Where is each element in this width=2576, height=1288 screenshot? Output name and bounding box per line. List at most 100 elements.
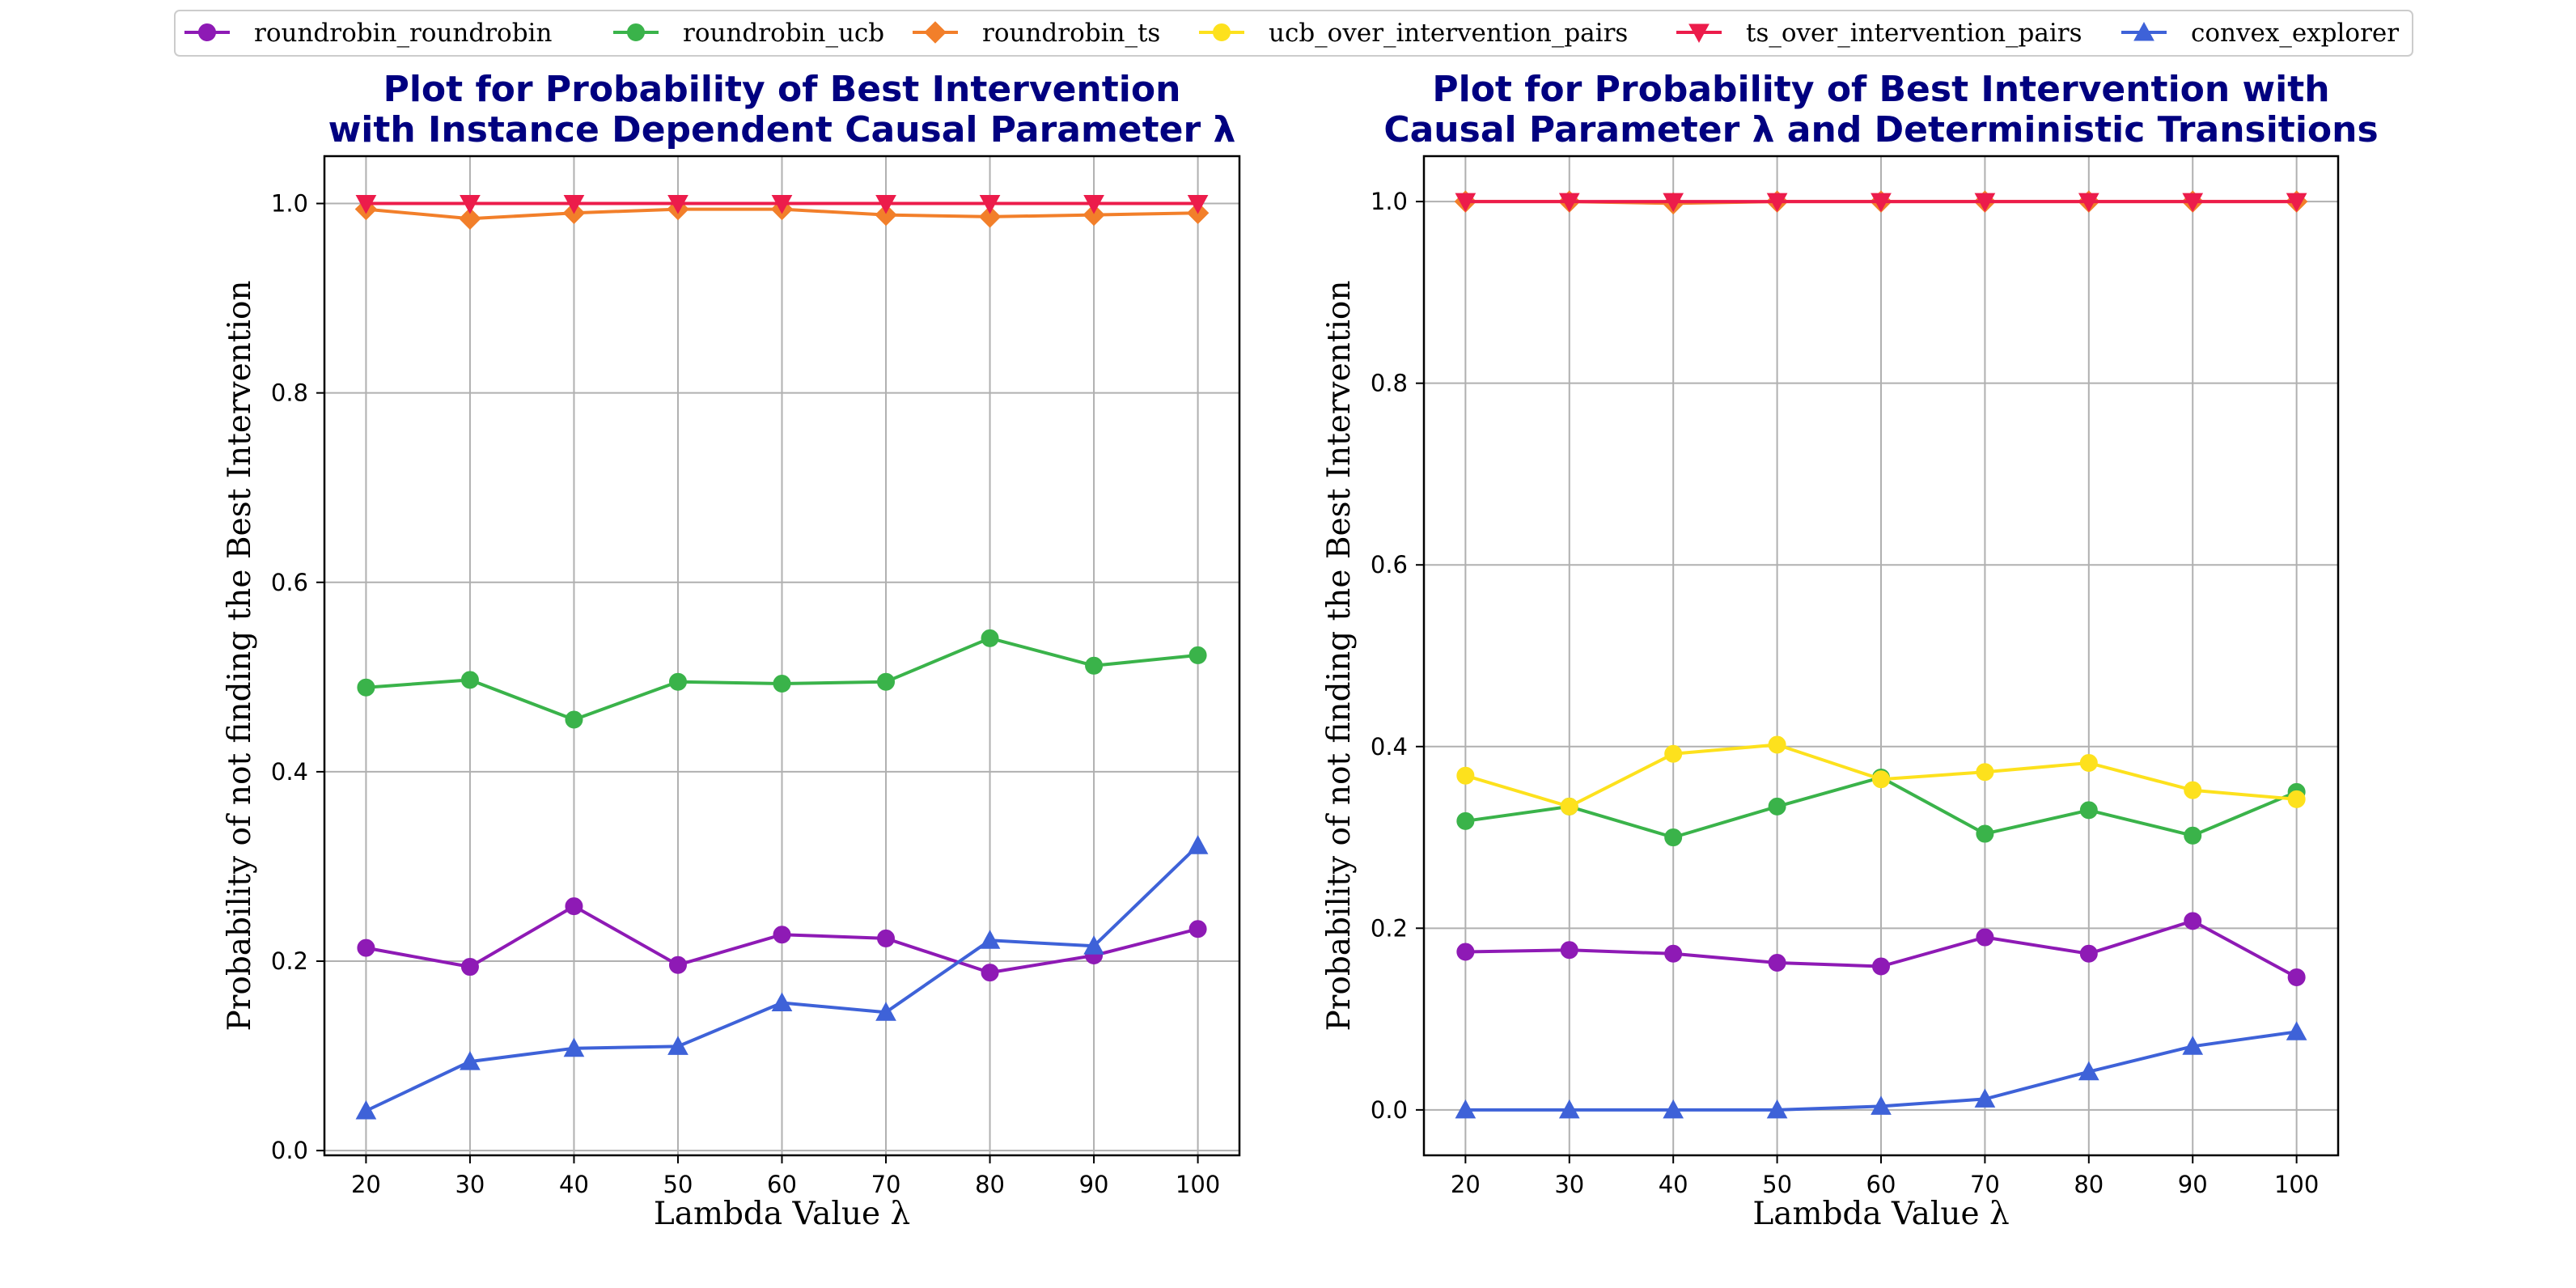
data-point xyxy=(2079,801,2098,820)
legend-item-roundrobin-roundrobin: roundrobin_roundrobin xyxy=(184,19,552,48)
data-point xyxy=(1456,766,1475,785)
data-point xyxy=(1664,944,1683,963)
data-point xyxy=(668,955,687,974)
data-point xyxy=(1663,1099,1684,1119)
data-point xyxy=(1974,193,1996,213)
series-roundrobin-roundrobin xyxy=(1456,912,2306,986)
legend-marker xyxy=(1688,23,1710,44)
legend-marker xyxy=(2133,21,2154,41)
data-point xyxy=(1455,193,1477,213)
data-point xyxy=(2184,912,2202,930)
series-ts-over-intervention-pairs xyxy=(355,195,1209,214)
data-point xyxy=(2079,944,2098,963)
data-point xyxy=(460,1051,481,1070)
legend-item-convex-explorer: convex_explorer xyxy=(2121,19,2399,48)
chart-title-line: Plot for Probability of Best Interventio… xyxy=(383,69,1181,110)
x-axis-label: Lambda Value λ xyxy=(1752,1196,2009,1232)
data-point xyxy=(2184,781,2202,799)
x-tick-label: 60 xyxy=(1866,1171,1896,1198)
series-roundrobin-ucb xyxy=(357,629,1207,729)
legend-label: ts_over_intervention_pairs xyxy=(1746,19,2082,48)
data-point xyxy=(2078,1061,2099,1081)
x-axis-label: Lambda Value λ xyxy=(654,1196,910,1232)
data-point xyxy=(773,926,791,944)
chart-title-line: with Instance Dependent Causal Parameter… xyxy=(328,109,1236,150)
legend-item-roundrobin-ts: roundrobin_ts xyxy=(913,19,1160,48)
data-point xyxy=(667,1036,688,1055)
legend-label: convex_explorer xyxy=(2191,19,2399,48)
x-tick-label: 30 xyxy=(455,1171,485,1198)
y-tick-label: 0.4 xyxy=(271,758,308,786)
legend-label: roundrobin_ucb xyxy=(683,19,884,48)
data-point xyxy=(875,1002,896,1021)
data-point xyxy=(1664,744,1683,763)
x-tick-label: 20 xyxy=(1451,1171,1481,1198)
data-point xyxy=(2078,193,2099,213)
legend: roundrobin_roundrobin roundrobin_ucb round… xyxy=(174,10,2413,57)
legend-item-ucb-over-intervention-pairs: ucb_over_intervention_pairs xyxy=(1199,19,1628,48)
data-point xyxy=(1083,195,1104,214)
legend-marker xyxy=(627,23,645,41)
data-point xyxy=(773,675,791,693)
data-point xyxy=(355,1099,377,1120)
x-tick-label: 50 xyxy=(663,1171,693,1198)
data-point xyxy=(981,629,999,647)
y-tick-label: 0.0 xyxy=(1371,1096,1408,1124)
y-tick-label: 0.2 xyxy=(1371,914,1408,942)
data-point xyxy=(2182,1036,2204,1055)
data-point xyxy=(981,964,999,982)
data-point xyxy=(1085,656,1104,675)
data-point xyxy=(771,992,793,1012)
legend-label: roundrobin_roundrobin xyxy=(254,19,552,48)
series-roundrobin-roundrobin xyxy=(357,897,1207,982)
data-point xyxy=(565,897,583,916)
data-point xyxy=(460,195,481,214)
data-point xyxy=(771,195,793,214)
x-tick-label: 30 xyxy=(1554,1171,1584,1198)
data-point xyxy=(979,195,1001,214)
chart-title-line: Plot for Probability of Best Interventio… xyxy=(1432,69,2329,110)
data-point xyxy=(877,929,896,947)
data-point xyxy=(1768,797,1786,816)
y-tick-label: 1.0 xyxy=(271,190,308,218)
data-point xyxy=(2287,968,2306,986)
series-convex-explorer xyxy=(355,835,1209,1120)
y-tick-label: 0.2 xyxy=(271,947,308,975)
y-axis-label: Probability of not finding the Best Inte… xyxy=(1321,280,1358,1031)
data-point xyxy=(1871,1095,1892,1115)
data-point xyxy=(1766,1099,1788,1119)
data-point xyxy=(1768,735,1786,754)
data-point xyxy=(1560,941,1578,960)
data-point xyxy=(1455,1099,1477,1119)
data-point xyxy=(875,203,897,227)
data-point xyxy=(2079,753,2098,772)
y-tick-label: 0.0 xyxy=(271,1137,308,1164)
data-point xyxy=(2182,193,2204,213)
x-tick-label: 60 xyxy=(767,1171,797,1198)
data-point xyxy=(667,195,688,214)
y-tick-label: 0.6 xyxy=(271,569,308,596)
x-tick-label: 70 xyxy=(1970,1171,2000,1198)
data-point xyxy=(563,1037,585,1057)
legend-marker xyxy=(924,21,947,44)
x-tick-label: 20 xyxy=(351,1171,381,1198)
data-point xyxy=(357,678,375,697)
legend-item-ts-over-intervention-pairs: ts_over_intervention_pairs xyxy=(1676,19,2082,48)
data-point xyxy=(1976,928,1994,947)
legend-label: ucb_over_intervention_pairs xyxy=(1269,19,1628,48)
data-point xyxy=(2184,826,2202,845)
data-point xyxy=(355,195,377,214)
data-point xyxy=(1187,195,1209,214)
data-point xyxy=(1976,824,1994,843)
data-point xyxy=(563,195,585,214)
legend-marker xyxy=(198,23,216,41)
x-tick-label: 90 xyxy=(2178,1171,2208,1198)
y-tick-label: 0.6 xyxy=(1371,551,1408,578)
y-tick-label: 0.8 xyxy=(271,379,308,407)
data-point xyxy=(877,672,896,691)
x-tick-label: 40 xyxy=(559,1171,589,1198)
chart-title-line: Causal Parameter λ and Deterministic Tra… xyxy=(1383,109,2378,150)
data-point xyxy=(1560,797,1578,816)
data-point xyxy=(668,672,687,691)
